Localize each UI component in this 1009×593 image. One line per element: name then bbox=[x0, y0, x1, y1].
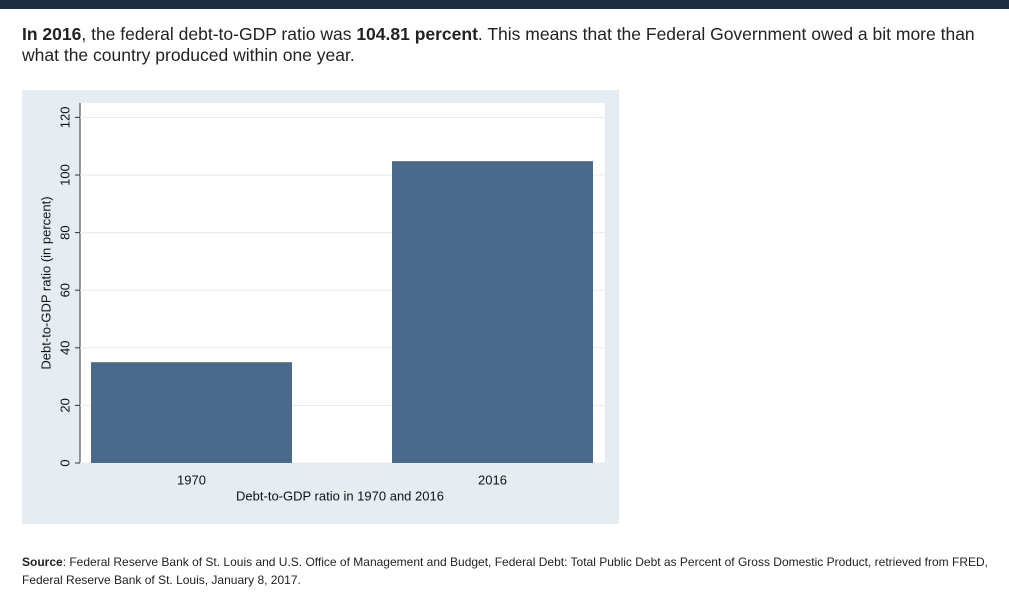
y-axis-title: Debt-to-GDP ratio (in percent) bbox=[38, 196, 53, 369]
x-axis-title: Debt-to-GDP ratio in 1970 and 2016 bbox=[236, 488, 444, 503]
y-tick-label: 60 bbox=[57, 283, 72, 297]
x-tick-label: 1970 bbox=[177, 472, 206, 487]
source-text: Source: Federal Reserve Bank of St. Loui… bbox=[22, 553, 997, 589]
intro-figure: 104.81 percent bbox=[356, 24, 478, 44]
y-tick-label: 0 bbox=[57, 459, 72, 466]
y-tick-label: 40 bbox=[57, 341, 72, 355]
intro-text: In 2016, the federal debt-to-GDP ratio w… bbox=[22, 24, 992, 66]
bar bbox=[392, 161, 593, 463]
bar bbox=[91, 362, 292, 463]
x-tick-label: 2016 bbox=[478, 472, 507, 487]
y-tick-label: 120 bbox=[57, 107, 72, 129]
y-tick-label: 20 bbox=[57, 398, 72, 412]
source-body: : Federal Reserve Bank of St. Louis and … bbox=[22, 555, 989, 587]
y-tick-label: 80 bbox=[57, 225, 72, 239]
source-label: Source bbox=[22, 555, 63, 569]
y-tick-label: 100 bbox=[57, 164, 72, 186]
intro-rest: . This means that the Federal Government… bbox=[22, 24, 975, 65]
intro-lead: In 2016 bbox=[22, 24, 82, 44]
top-bar bbox=[0, 0, 1009, 9]
intro-middle: , the federal debt-to-GDP ratio was bbox=[81, 24, 357, 44]
